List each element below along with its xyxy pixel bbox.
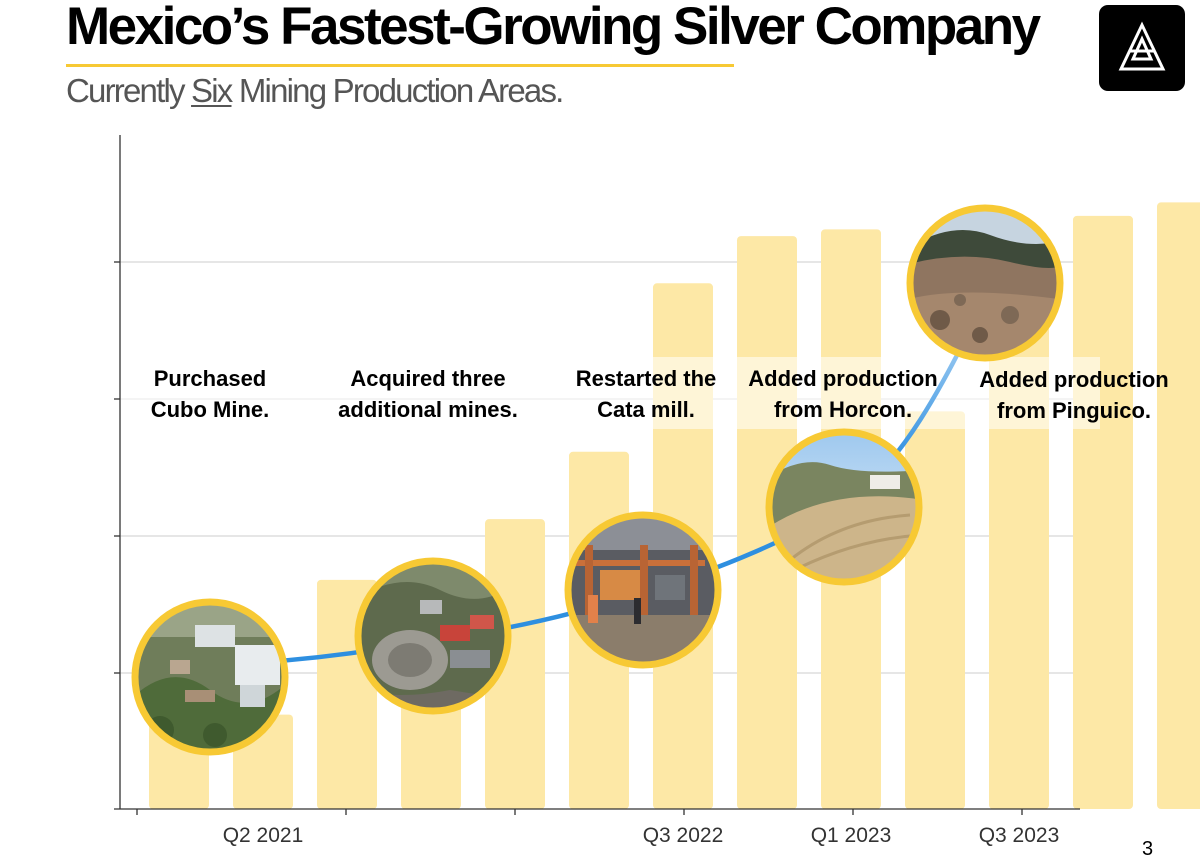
bar-q2-2023 [905, 411, 965, 809]
bar-q4-2023 [1073, 215, 1133, 809]
triangle-mark-icon [1118, 21, 1166, 71]
subtitle-text-end: Mining Production Areas. [231, 72, 564, 109]
bar-q3-2023 [989, 316, 1049, 809]
milestone-label-4-line-2: from Horcon. [774, 397, 912, 422]
milestone-label-2-line-1: Acquired three [350, 366, 505, 391]
milestone-label-2-line-2: additional mines. [338, 397, 518, 422]
milestone-label-1-line-1: Purchased [154, 366, 267, 391]
title-underline [66, 64, 734, 67]
x-tick-label: Q1 2023 [811, 824, 892, 847]
subtitle-emphasis: Six [191, 72, 233, 109]
horcon-photo [765, 428, 923, 586]
pinguico-photo [906, 204, 1064, 362]
page-number: 3 [1142, 838, 1154, 860]
cata-mill-photo [564, 511, 722, 669]
milestone-labels: Purchased Cubo Mine. Acquired three addi… [151, 366, 1169, 423]
milestone-label-5-line-1: Added production [979, 367, 1168, 392]
x-tick-label: Q2 2021 [223, 824, 304, 847]
subtitle-text-start: Currently [66, 72, 192, 109]
milestone-label-5-line-2: from Pinguico. [997, 398, 1151, 423]
milestone-label-4-line-1: Added production [748, 366, 937, 391]
cubo-mine-photo [131, 598, 289, 756]
slide-subtitle: Currently Six Mining Production Areas. [66, 72, 564, 110]
x-tick-label: Q3 2023 [979, 824, 1060, 847]
x-tick-label: Q3 2022 [643, 824, 724, 847]
bar-q1-2022 [485, 519, 545, 809]
milestone-label-3-line-1: Restarted the [576, 366, 717, 391]
milestone-label-3-line-2: Cata mill. [597, 397, 695, 422]
bar-q1-2024 [1157, 202, 1200, 809]
milestone-label-1-line-2: Cubo Mine. [151, 397, 270, 422]
company-logo [1099, 5, 1185, 91]
axes [114, 135, 1080, 815]
slide-title: Mexico’s Fastest-Growing Silver Company [66, 0, 1041, 56]
